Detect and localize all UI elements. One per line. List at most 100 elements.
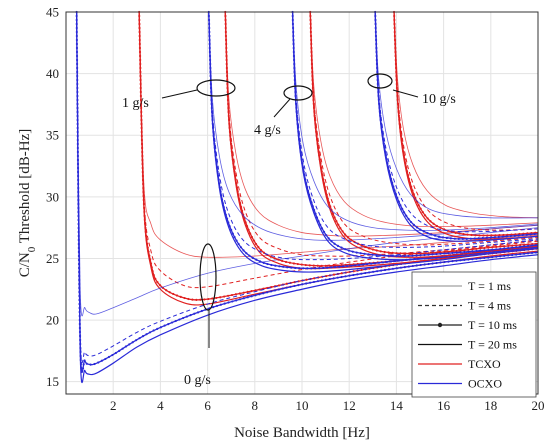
series-marker [467, 258, 470, 261]
series-marker [502, 233, 505, 237]
series-marker [523, 245, 526, 248]
series-marker [363, 252, 366, 255]
series-marker [499, 245, 502, 248]
series-marker [493, 236, 496, 239]
series-marker [497, 235, 500, 239]
series-marker [332, 277, 335, 280]
series-marker [233, 236, 236, 239]
series-marker [503, 254, 506, 257]
x-tick-label: 18 [484, 398, 497, 413]
series-marker [427, 262, 430, 266]
series-marker [359, 252, 362, 255]
series-marker [399, 266, 402, 269]
series-marker [305, 278, 308, 281]
series-marker [451, 250, 454, 253]
series-ocxo-0gs-20ms [76, 11, 539, 383]
series-marker [471, 257, 474, 261]
legend-label: OCXO [468, 377, 502, 391]
series-marker [395, 267, 398, 270]
series-marker [387, 254, 390, 257]
series-marker [367, 253, 370, 256]
series-marker [344, 275, 347, 278]
series-marker [343, 233, 347, 236]
series-marker [111, 353, 114, 357]
series-marker [435, 261, 438, 265]
series-marker [383, 250, 386, 254]
series-marker [277, 284, 281, 287]
annotation-leader [392, 89, 419, 98]
series-marker [423, 253, 426, 257]
series-marker [487, 246, 490, 249]
series-marker [348, 274, 351, 277]
series-marker [332, 264, 335, 267]
series-marker [441, 236, 445, 239]
series-marker [340, 264, 343, 267]
series-marker [389, 260, 392, 263]
series-marker [475, 249, 478, 253]
series-marker [93, 362, 96, 366]
series-marker [230, 228, 233, 232]
series-tcxo-0gs-1ms [138, 11, 539, 258]
series-marker [530, 251, 534, 255]
series-marker [526, 252, 530, 255]
series-marker [191, 298, 194, 301]
series-tcxo-1gs-4ms [224, 11, 539, 257]
series-marker [215, 304, 219, 308]
series-marker [170, 321, 174, 324]
series-marker [499, 247, 502, 251]
series-marker [242, 297, 246, 300]
series-marker [445, 236, 448, 240]
series-marker [203, 298, 206, 301]
series-marker [503, 247, 506, 250]
series-marker [373, 262, 377, 265]
series-marker [235, 299, 238, 302]
series-marker [430, 233, 433, 236]
series-marker [282, 265, 285, 268]
series-marker [195, 298, 198, 301]
series-marker [399, 252, 402, 255]
series-marker [462, 233, 465, 236]
series-marker [340, 275, 343, 279]
series-marker [322, 230, 326, 233]
series-marker [308, 281, 312, 284]
series-marker [114, 351, 117, 355]
series-ocxo-0gs-1ms [76, 11, 539, 317]
y-tick-label: 25 [46, 251, 59, 266]
series-marker [429, 220, 432, 223]
series-marker [533, 232, 536, 236]
series-marker [148, 331, 152, 334]
y-axis-label: C/N0 Threshold [dB-Hz] [17, 129, 38, 278]
plot-frame [65, 11, 539, 395]
series-marker [235, 239, 238, 242]
series-marker [455, 251, 458, 254]
series-marker [483, 246, 486, 250]
series-marker [346, 264, 349, 268]
series-marker [336, 276, 339, 279]
series-marker [352, 273, 355, 277]
series-marker [511, 253, 514, 257]
x-tick-label: 12 [343, 398, 356, 413]
series-marker [304, 263, 307, 267]
series-marker [313, 277, 316, 280]
x-tick-label: 4 [157, 398, 164, 413]
series-marker [305, 282, 308, 285]
series-marker [83, 359, 86, 362]
series-marker [254, 242, 258, 246]
legend: T = 1 ms T = 4 ms T = 10 ms T = 20 ms TCXO OC… [411, 271, 537, 398]
series-marker [471, 250, 474, 253]
series-marker [207, 297, 210, 301]
series-marker [219, 296, 222, 299]
series-marker [432, 222, 435, 225]
series-marker [341, 230, 344, 233]
series-marker [357, 263, 361, 266]
series-marker [377, 261, 381, 264]
series-marker [189, 314, 192, 317]
series-marker [242, 249, 245, 252]
series-marker [431, 262, 434, 265]
series-marker [124, 345, 128, 348]
x-tick-label: 16 [437, 398, 451, 413]
series-marker [507, 247, 510, 250]
series-marker [297, 284, 300, 287]
series-marker [383, 254, 386, 257]
series-marker [231, 232, 234, 235]
